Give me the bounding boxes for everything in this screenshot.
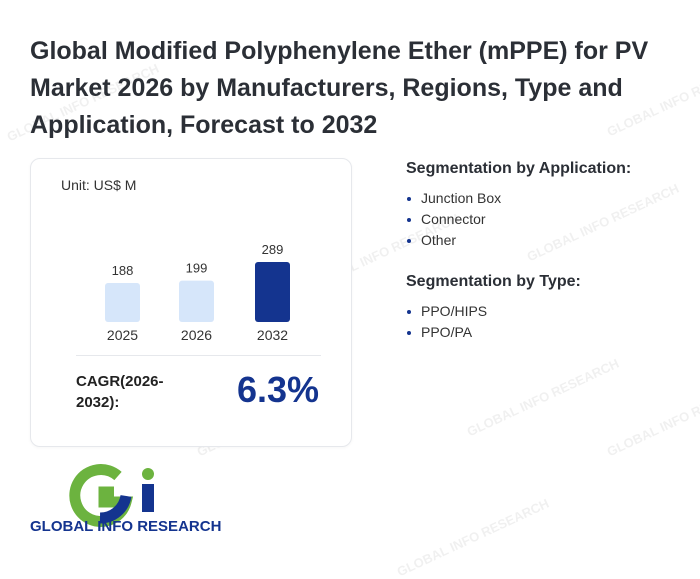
list-item: Connector (406, 209, 686, 230)
bar-chart: 188 2025 199 2026 289 2032 (105, 242, 290, 343)
type-list: PPO/HIPS PPO/PA (406, 301, 686, 343)
category-label: 2032 (257, 327, 288, 343)
brand-name: GLOBAL INFO RESEARCH (30, 518, 222, 535)
segmentation-type: Segmentation by Type: PPO/HIPS PPO/PA (406, 273, 686, 343)
divider (76, 355, 321, 356)
logo-i-dot (142, 468, 154, 480)
application-list: Junction Box Connector Other (406, 188, 686, 251)
category-label: 2025 (107, 327, 138, 343)
watermark: GLOBAL INFO RESEARCH (604, 375, 700, 460)
page-title: Global Modified Polyphenylene Ether (mPP… (30, 37, 649, 139)
watermark: GLOBAL INFO RESEARCH (394, 495, 552, 579)
cagr-label: CAGR(2026-2032): (76, 373, 164, 411)
data-label: 289 (262, 242, 284, 257)
category-label: 2026 (181, 327, 212, 343)
list-item: Junction Box (406, 188, 686, 209)
brand-logo (69, 464, 154, 528)
segmentation-type-title: Segmentation by Type: (406, 273, 581, 290)
list-item: PPO/PA (406, 322, 686, 343)
list-item: PPO/HIPS (406, 301, 686, 322)
segmentation-application: Segmentation by Application: Junction Bo… (406, 160, 686, 251)
unit-label: Unit: US$ M (61, 177, 137, 193)
chart-card: Unit: US$ M 188 2025 199 2026 289 2032 CAGR(2… (30, 158, 352, 447)
list-item: Other (406, 230, 686, 251)
watermark: GLOBAL INFO RESEARCH (464, 355, 622, 440)
data-label: 188 (112, 263, 134, 278)
bar-2026 (179, 280, 214, 322)
segmentation-application-title: Segmentation by Application: (406, 160, 632, 177)
data-label: 199 (186, 261, 208, 276)
cagr-value: 6.3% (236, 369, 319, 410)
logo-i-stem (142, 484, 154, 512)
bar-2032 (255, 262, 290, 322)
bar-2025 (105, 282, 140, 322)
